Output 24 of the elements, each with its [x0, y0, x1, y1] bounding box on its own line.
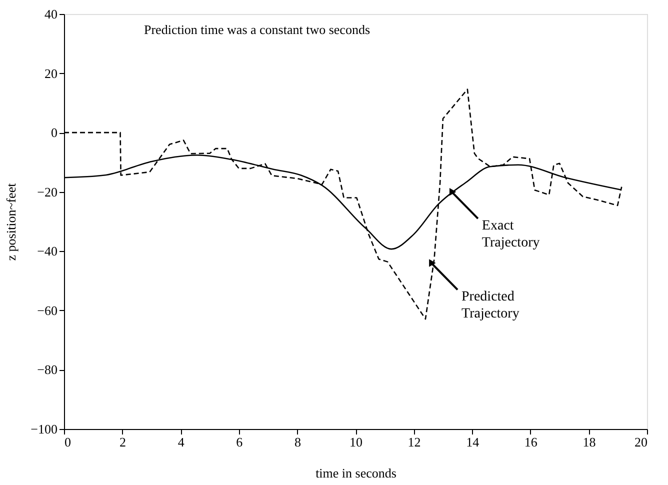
annotation: Prediction time was a constant two seconds: [144, 22, 370, 37]
y-tick-label: −40: [37, 244, 58, 259]
x-tick-label: 0: [64, 434, 71, 450]
x-tick-label: 14: [466, 434, 480, 450]
x-tick-label: 10: [350, 434, 362, 450]
x-tick-label: 4: [178, 434, 185, 450]
x-tick-label: 6: [236, 434, 244, 450]
annotation: Exact Trajectory: [482, 218, 540, 251]
y-tick-label: −20: [37, 184, 58, 200]
y-tick-label: −100: [30, 422, 58, 436]
x-axis-title: time in seconds: [316, 466, 396, 480]
annotation: Predicted Trajectory: [462, 290, 520, 322]
y-tick-label: −80: [37, 362, 58, 378]
y-tick-label: 20: [44, 66, 58, 81]
y-tick-label: −60: [37, 302, 58, 318]
x-tick-label: 16: [524, 434, 538, 450]
y-tick-label: 40: [44, 6, 58, 22]
y-axis-title: z position~feet: [4, 182, 19, 261]
x-tick-label: 2: [120, 434, 126, 450]
x-tick-label: 12: [408, 434, 421, 450]
x-tick-label: 20: [634, 434, 648, 450]
y-tick-label: 0: [51, 125, 58, 140]
x-tick-label: 8: [294, 434, 301, 450]
x-tick-label: 18: [582, 434, 596, 450]
